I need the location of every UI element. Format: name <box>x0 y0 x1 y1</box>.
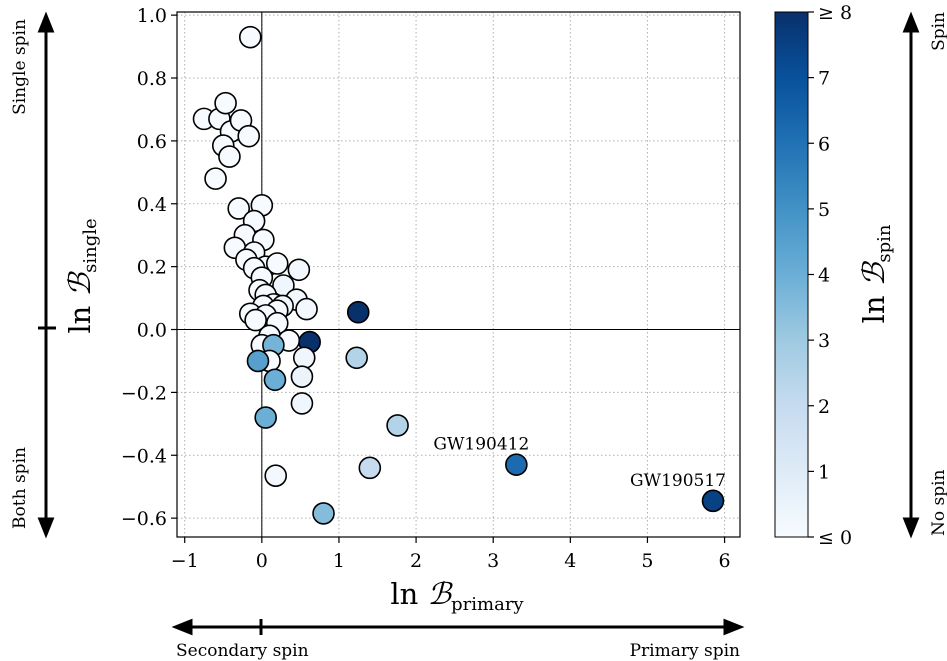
data-point <box>292 346 316 370</box>
colorbar-tick-label: 1 <box>818 461 830 483</box>
x-tick-label: −1 <box>171 550 199 572</box>
x-tick-label: 5 <box>641 550 653 572</box>
y-tick-label: 0.4 <box>137 194 167 216</box>
colorbar-tick-label: ≥ 8 <box>818 2 852 24</box>
point-annotations: GW190412 GW190517 <box>433 435 726 491</box>
colorbar <box>774 11 809 538</box>
data-point <box>246 349 270 373</box>
colorbar-tick-label: 7 <box>818 68 830 90</box>
y-tick-label: −0.4 <box>121 445 167 467</box>
data-point <box>312 502 335 525</box>
data-point <box>204 167 227 190</box>
data-point <box>264 464 288 487</box>
data-point <box>227 197 250 220</box>
colorbar-tick-label: 5 <box>818 199 830 221</box>
y-tick-label: 0.0 <box>137 320 167 342</box>
colorbar-tick-label: 3 <box>818 330 830 352</box>
y-axis-label: ln ℬsingle <box>63 218 101 333</box>
x-tick-label: 6 <box>719 550 731 572</box>
colorbar-tick-label: 6 <box>818 133 830 155</box>
label-single-spin: Single spin <box>10 19 30 115</box>
x-tick-label: 4 <box>564 550 576 572</box>
x-tick-label: 0 <box>256 550 268 572</box>
data-point <box>386 414 409 437</box>
data-points <box>192 25 725 525</box>
label-primary-spin: Primary spin <box>630 641 740 661</box>
data-point <box>505 453 528 476</box>
x-tick-label: 1 <box>333 550 345 572</box>
label-spin: Spin <box>929 12 947 51</box>
x-axis-ticks: −1 0 1 2 3 4 5 6 <box>171 537 731 572</box>
y-tick-label: 1.0 <box>137 5 167 27</box>
colorbar-tick-label: 2 <box>818 396 830 418</box>
data-point <box>295 297 318 321</box>
y-tick-label: 0.8 <box>137 68 167 90</box>
point-annotation: GW190412 <box>433 435 529 455</box>
y-tick-label: −0.2 <box>121 382 167 404</box>
data-point <box>358 456 382 480</box>
y-tick-label: 0.6 <box>137 131 167 153</box>
y-tick-label: −0.6 <box>121 508 167 530</box>
colorbar-tick-label: ≤ 0 <box>818 527 852 549</box>
x-axis-label: ln ℬprimary <box>390 577 524 615</box>
data-point <box>254 406 277 429</box>
plot-frame <box>176 11 741 538</box>
data-point <box>244 308 267 332</box>
data-point <box>237 124 261 148</box>
x-tick-label: 3 <box>487 550 499 572</box>
data-point <box>263 368 287 392</box>
y-tick-label: 0.2 <box>137 257 167 279</box>
data-point <box>238 25 262 49</box>
y-axis-ticks: 1.0 0.8 0.6 0.4 0.2 0.0 −0.2 −0.4 −0.6 <box>121 5 177 530</box>
data-point <box>290 365 314 388</box>
label-both-spin: Both spin <box>10 447 30 529</box>
data-point <box>290 392 314 415</box>
data-point <box>287 258 311 282</box>
x-tick-label: 2 <box>410 550 422 572</box>
point-annotation: GW190517 <box>630 471 726 491</box>
data-point <box>345 346 368 370</box>
colorbar-label: ln ℬspin <box>857 224 895 323</box>
data-point <box>265 252 289 275</box>
colorbar-tick-label: 4 <box>818 265 830 287</box>
data-point <box>701 489 725 513</box>
label-secondary-spin: Secondary spin <box>176 641 309 661</box>
label-no-spin: No spin <box>929 469 947 536</box>
data-point <box>218 145 241 168</box>
colorbar-ticks: ≤ 0 1 2 3 4 5 6 7 ≥ 8 <box>808 2 852 549</box>
data-point <box>346 300 370 324</box>
data-point <box>214 91 237 115</box>
